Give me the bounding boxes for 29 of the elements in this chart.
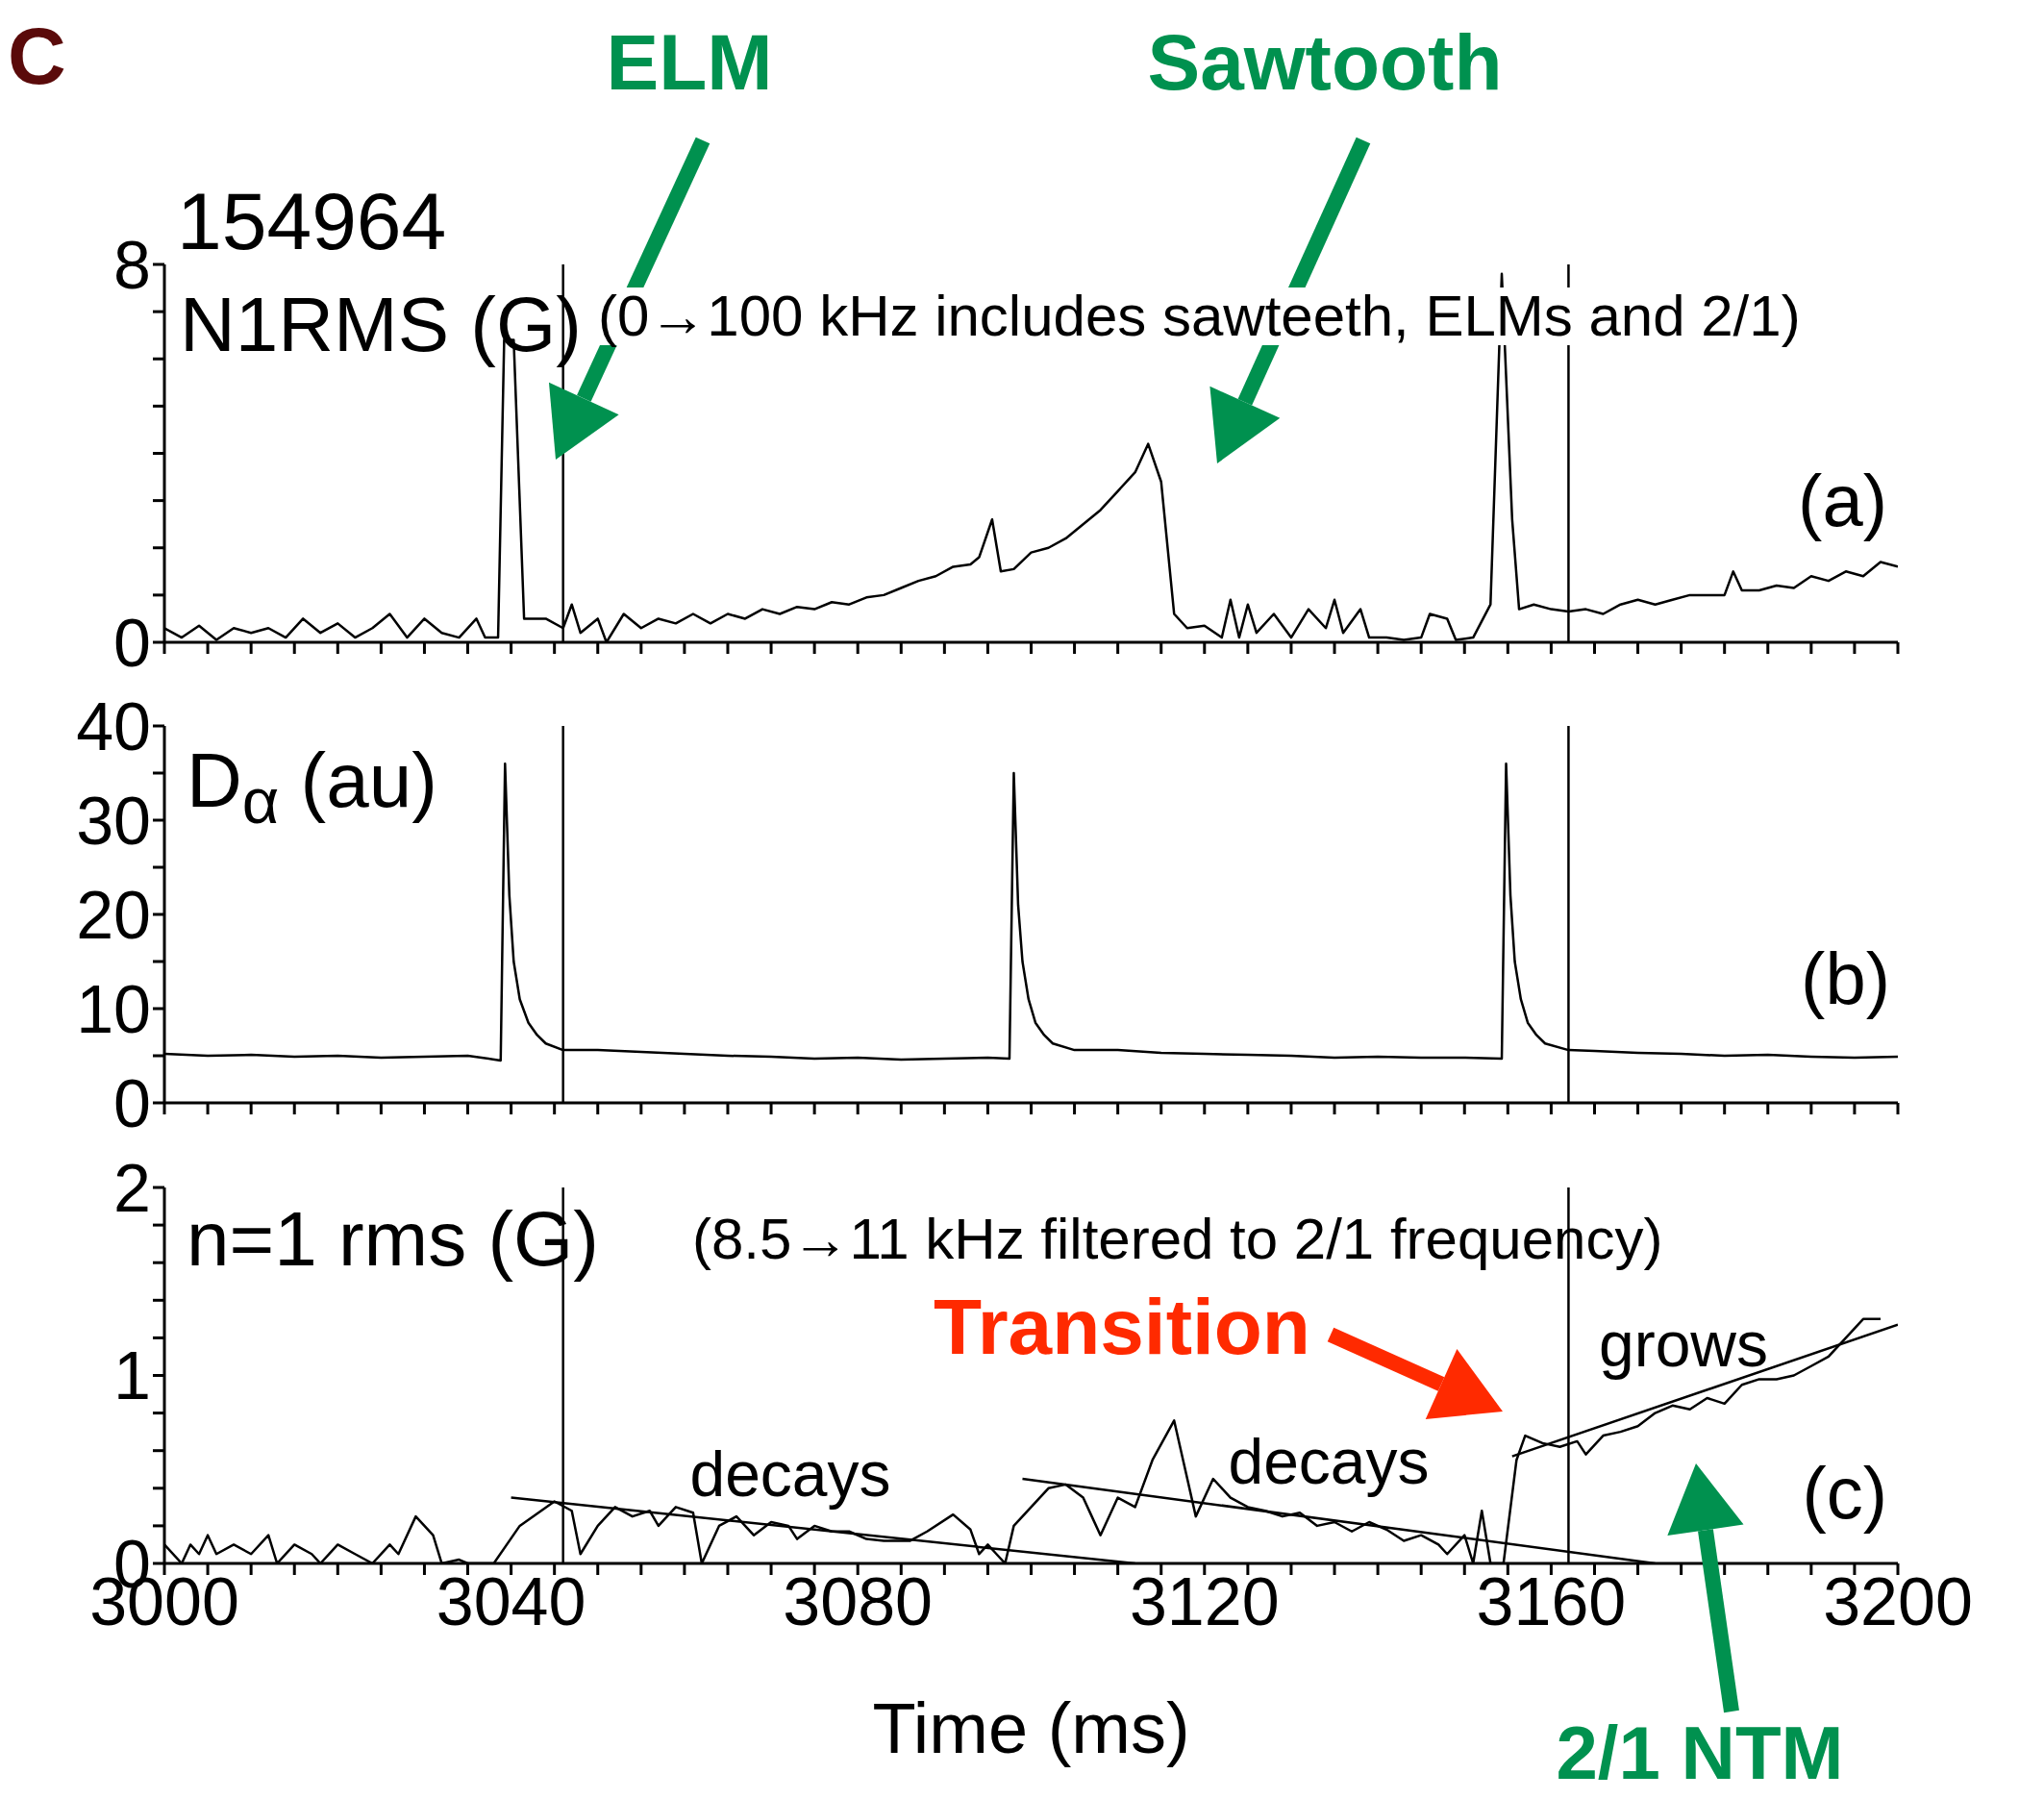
- x-tick-label: 3160: [1476, 1563, 1627, 1639]
- y-tick-label: 30: [76, 783, 151, 859]
- text: Sawtooth: [1147, 18, 1503, 106]
- y-tick-label: 20: [76, 877, 151, 953]
- annotation: Transition: [934, 1283, 1310, 1370]
- y-tick-label: 10: [76, 971, 151, 1047]
- y-tick-label: 1: [113, 1338, 151, 1414]
- y-tick-label: 2: [113, 1150, 151, 1226]
- x-tick-label: 3080: [783, 1563, 934, 1639]
- annotation: (a): [1798, 460, 1887, 541]
- y-tick-label: 0: [113, 1065, 151, 1141]
- annotation: decays: [689, 1438, 891, 1510]
- chart-title: D$_{α}$ (au): [187, 737, 437, 837]
- annotation: (c): [1802, 1452, 1887, 1534]
- x-tick-label: 3040: [436, 1563, 586, 1639]
- text: C: [8, 11, 66, 101]
- y-tick-label: 8: [113, 227, 151, 303]
- x-axis-title: Time (ms): [872, 1688, 1190, 1768]
- text: ELM: [606, 18, 773, 106]
- x-tick-label: 3120: [1129, 1563, 1280, 1639]
- y-tick-label: 0: [113, 605, 151, 681]
- y-tick-label: 40: [76, 688, 151, 764]
- x-tick-label: 3200: [1823, 1563, 1973, 1639]
- annotation: (b): [1801, 937, 1890, 1019]
- annotation: grows: [1598, 1309, 1769, 1380]
- text: 2/1 NTM: [1556, 1711, 1844, 1793]
- annotation: 154964: [177, 176, 447, 266]
- annotation: (0→100 kHz includes sawteeth, ELMs and 2/1): [598, 284, 1801, 348]
- annotation: decays: [1228, 1426, 1430, 1497]
